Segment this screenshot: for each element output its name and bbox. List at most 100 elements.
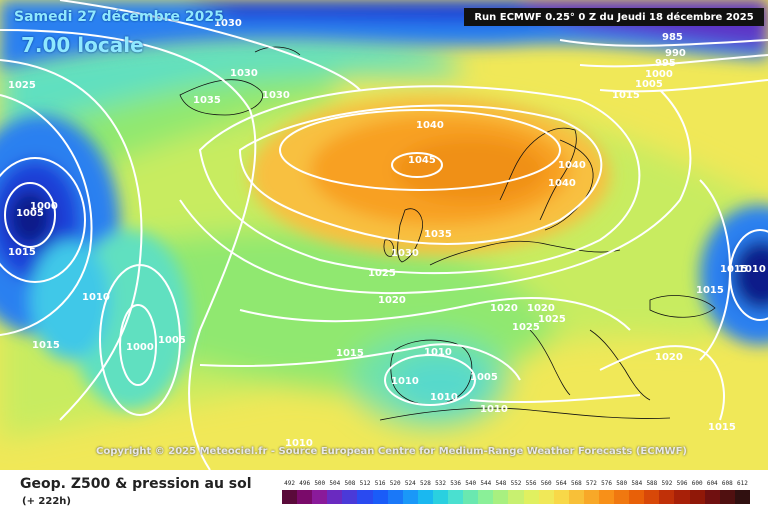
isobar-label: 1020: [490, 303, 518, 314]
legend-label: 604: [706, 480, 718, 487]
isobar-label: 1030: [262, 90, 290, 101]
legend-label: 500: [314, 480, 326, 487]
legend-swatch: [387, 490, 403, 504]
isobar-label: 1015: [32, 340, 60, 351]
legend-label: 548: [495, 480, 507, 487]
isobar-label: 1045: [408, 155, 436, 166]
legend-label: 612: [737, 480, 748, 487]
isobar-label: 1025: [8, 80, 36, 91]
isobar-label: 1030: [230, 68, 258, 79]
map-product-title: Geop. Z500 & pression au sol: [20, 476, 252, 492]
isobar-label: 1015: [696, 285, 724, 296]
isobar-label: 1020: [527, 303, 555, 314]
legend-label: 516: [374, 480, 386, 487]
isobar-label: 1010: [430, 392, 458, 403]
isobar-label: 995: [655, 58, 676, 69]
copyright-notice: Copyright © 2025 Meteociel.fr - Source E…: [96, 446, 687, 457]
isobar-label: 1015: [8, 247, 36, 258]
isobar-label: 1030: [214, 18, 242, 29]
isobar-label: 1015: [708, 422, 736, 433]
isobar-label: 1010: [285, 438, 313, 449]
legend-labels: 492 496 500 504 508 512 516 520 524 528 532 536 540 5…: [282, 480, 750, 490]
isobar-label: 1040: [416, 120, 444, 131]
legend-swatch: [448, 490, 464, 504]
isobar-label: 1000: [126, 342, 154, 353]
legend-label: 596: [676, 480, 688, 487]
legend-swatch: [297, 490, 313, 504]
isobar-label: 1005: [16, 208, 44, 219]
coastlines: [179, 46, 716, 421]
legend-label: 512: [359, 480, 371, 487]
legend-swatch: [342, 490, 358, 504]
legend-swatch: [417, 490, 433, 504]
legend-swatch: [598, 490, 615, 504]
legend-swatch: [523, 490, 539, 504]
legend-label: 528: [419, 480, 431, 487]
legend-label: 580: [616, 480, 628, 487]
legend-swatch: [538, 490, 554, 504]
isobar-label: 985: [662, 32, 683, 43]
field-low-west-core: [8, 190, 52, 246]
legend-label: 552: [510, 480, 522, 487]
isobar-label: 1010: [82, 292, 110, 303]
isobar-label: 1010: [738, 264, 766, 275]
legend-swatch: [327, 490, 343, 504]
isobar-label: 1010: [424, 347, 452, 358]
legend-swatch: [629, 490, 645, 504]
legend-swatch: [312, 490, 328, 504]
legend-swatch: [568, 490, 584, 504]
legend-label: 540: [465, 480, 477, 487]
field-low-east-core: [732, 240, 768, 310]
legend-label: 532: [435, 480, 446, 487]
forecast-lead-time: (+ 222h): [22, 496, 71, 507]
isobar-label: 1015: [612, 90, 640, 101]
legend-label: 608: [721, 480, 733, 487]
legend-label: 564: [555, 480, 567, 487]
legend-swatch: [734, 490, 750, 504]
isobar-label: 1040: [558, 160, 586, 171]
legend-label: 560: [540, 480, 552, 487]
legend-label: 508: [344, 480, 356, 487]
isobar-label: 1020: [378, 295, 406, 306]
legend-label: 592: [661, 480, 673, 487]
isobar-label: 1025: [368, 268, 396, 279]
legend-swatch: [644, 490, 660, 504]
isobar-label: 1025: [512, 322, 540, 333]
run-info-banner: Run ECMWF 0.25° 0 Z du Jeudi 18 décembre…: [464, 8, 764, 26]
legend-label: 504: [329, 480, 341, 487]
isobar-label: 1000: [645, 69, 673, 80]
legend-swatch: [719, 490, 735, 504]
isobar-label: 1010: [480, 404, 508, 415]
isobar-label: 1030: [391, 248, 419, 259]
legend-swatch: [659, 490, 675, 504]
isobar-label: 1000: [30, 201, 58, 212]
isobar-label: 1015: [336, 348, 364, 359]
legend-swatches: [282, 490, 750, 504]
legend-label: 492: [284, 480, 295, 487]
legend-swatch: [372, 490, 388, 504]
isobar-label: 990: [665, 48, 686, 59]
field-cyan-atlantic: [30, 240, 110, 360]
isobar-label: 1010: [391, 376, 419, 387]
forecast-time: 7.00 locale: [21, 33, 144, 57]
legend-swatch: [508, 490, 524, 504]
legend-swatch: [463, 490, 479, 504]
legend-label: 572: [586, 480, 597, 487]
forecast-date: Samedi 27 décembre 2025: [14, 9, 224, 25]
legend-label: 576: [601, 480, 612, 487]
isobar-label: 1015: [720, 264, 748, 275]
legend-label: 556: [525, 480, 537, 487]
isobar-label: 1035: [424, 229, 452, 240]
isobar-label: 1005: [158, 335, 186, 346]
legend-swatch: [493, 490, 509, 504]
isobar-label: 1005: [470, 372, 498, 383]
legend-label: 536: [450, 480, 462, 487]
legend-swatch: [583, 490, 599, 504]
legend-label: 600: [691, 480, 703, 487]
legend-swatch: [432, 490, 449, 504]
legend-swatch: [402, 490, 418, 504]
field-high-core: [395, 138, 545, 202]
legend-swatch: [704, 490, 720, 504]
legend-label: 496: [299, 480, 311, 487]
isobar-label: 1020: [655, 352, 683, 363]
